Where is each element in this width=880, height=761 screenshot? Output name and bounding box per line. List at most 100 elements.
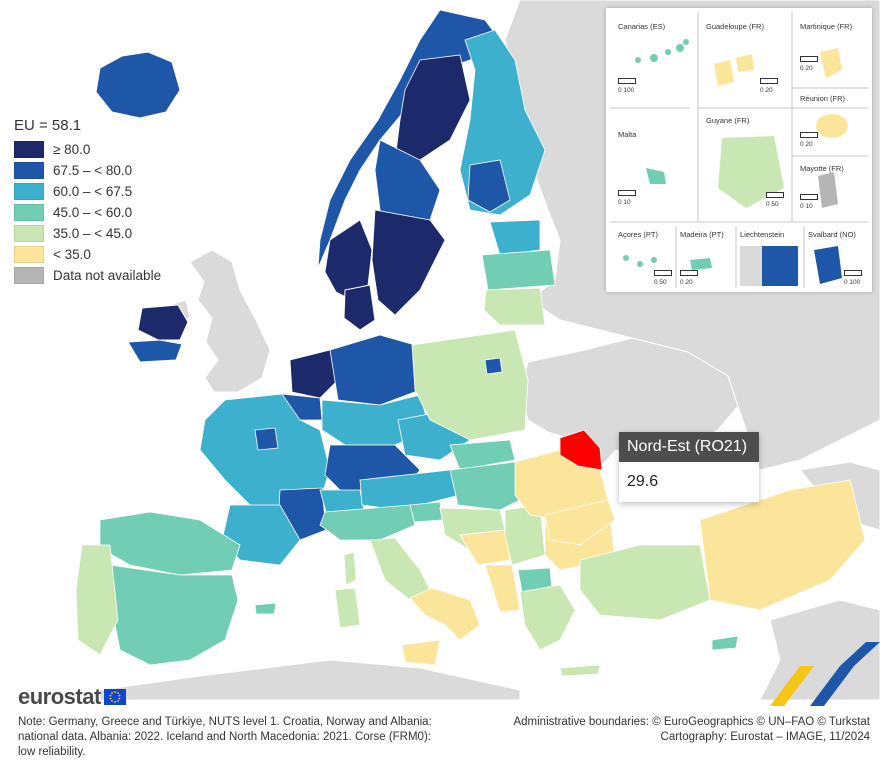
germany-north[interactable] <box>329 334 421 406</box>
great-britain[interactable] <box>189 249 271 393</box>
legend-swatch <box>14 204 44 221</box>
latvia[interactable] <box>481 249 556 291</box>
credits-boundaries: Administrative boundaries: © EuroGeograp… <box>513 716 870 728</box>
legend-item: 67.5 – < 80.0 <box>14 160 161 181</box>
scale-label: 0 10 <box>800 203 813 210</box>
sardinia[interactable] <box>334 587 361 629</box>
legend-label: ≥ 80.0 <box>53 142 91 157</box>
credits-cartography: Cartography: Eurostat – IMAGE, 11/2024 <box>660 731 870 743</box>
balearics[interactable] <box>254 602 277 615</box>
greece[interactable] <box>519 584 576 651</box>
scale-bar <box>680 270 698 276</box>
sicily[interactable] <box>401 639 441 666</box>
iberia <box>75 511 277 666</box>
eurostat-logo[interactable]: eurostat <box>18 684 126 710</box>
inset-label: Martinique (FR) <box>800 22 853 31</box>
legend-item: 60.0 – < 67.5 <box>14 181 161 202</box>
paris[interactable] <box>254 427 279 451</box>
inset-label: Liechtenstein <box>740 230 785 239</box>
legend-label: 35.0 – < 45.0 <box>53 226 133 241</box>
montenegro-albania[interactable] <box>484 564 521 613</box>
legend-swatch <box>14 267 44 284</box>
ireland-west[interactable] <box>137 304 189 341</box>
finland-south[interactable] <box>467 159 511 213</box>
inset-grid <box>610 12 868 288</box>
inset-label: Madeira (PT) <box>680 230 724 239</box>
slovenia[interactable] <box>409 501 443 523</box>
warsaw[interactable] <box>484 357 503 375</box>
legend-swatch <box>14 246 44 263</box>
eu-flag-icon <box>103 689 126 705</box>
legend-swatch <box>14 162 44 179</box>
corse[interactable] <box>343 551 357 586</box>
crete[interactable] <box>559 664 601 677</box>
legend-swatch <box>14 183 44 200</box>
scale-label: 0 20 <box>800 141 813 148</box>
spain-south[interactable] <box>109 564 239 666</box>
romania <box>514 429 616 546</box>
poland[interactable] <box>411 329 529 441</box>
scale-label: 0 20 <box>800 65 813 72</box>
brand-name: eurostat <box>18 684 101 709</box>
scale-label: 0 100 <box>844 279 861 286</box>
scale-bar <box>618 78 636 84</box>
legend-label: Data not available <box>53 268 162 283</box>
slovakia[interactable] <box>449 439 516 471</box>
credits: Administrative boundaries: © EuroGeograp… <box>513 715 870 745</box>
portugal[interactable] <box>75 544 119 656</box>
legend-label: 60.0 – < 67.5 <box>53 184 133 199</box>
austria[interactable] <box>359 469 461 511</box>
estonia[interactable] <box>489 219 541 256</box>
lithuania[interactable] <box>483 287 546 326</box>
italy <box>319 504 481 666</box>
turkiye-east[interactable] <box>699 479 866 611</box>
legend-item: 45.0 – < 60.0 <box>14 202 161 223</box>
region-tooltip: Nord-Est (RO21) 29.6 <box>619 432 759 502</box>
inset-label: Svalbard (NO) <box>808 230 856 239</box>
near-east[interactable] <box>759 599 880 700</box>
legend-title: EU = 58.1 <box>14 117 82 134</box>
switzerland[interactable] <box>319 489 365 513</box>
ro21-nord-est[interactable] <box>559 429 603 471</box>
scale-bar <box>654 270 672 276</box>
scale-bar <box>800 194 818 200</box>
denmark[interactable] <box>343 284 376 331</box>
western-europe <box>199 349 357 586</box>
inset-label: Canarias (ES) <box>618 22 666 31</box>
central-europe <box>319 329 531 523</box>
legend-swatch <box>14 225 44 242</box>
choropleth-map <box>75 0 880 700</box>
italy-centre[interactable] <box>369 537 431 601</box>
scale-label: 0 100 <box>618 87 635 94</box>
italy-south[interactable] <box>409 587 481 641</box>
inset-label: Açores (PT) <box>618 230 659 239</box>
scale-bar <box>760 78 778 84</box>
cyprus[interactable] <box>711 635 739 651</box>
legend-item: Data not available <box>14 265 161 286</box>
turkiye-west[interactable] <box>579 544 711 621</box>
legend-label: 67.5 – < 80.0 <box>53 163 133 178</box>
legend-swatch <box>14 141 44 158</box>
hungary[interactable] <box>449 461 531 511</box>
ireland-south[interactable] <box>127 339 183 363</box>
turkiye <box>579 479 866 651</box>
iceland[interactable] <box>95 51 181 119</box>
inset-label: Guadeloupe (FR) <box>706 22 764 31</box>
scale-label: 0 20 <box>760 87 773 94</box>
legend-item: ≥ 80.0 <box>14 139 161 160</box>
scale-label: 0 20 <box>680 279 693 286</box>
north-africa[interactable] <box>99 659 521 700</box>
legend-label: < 35.0 <box>53 247 91 262</box>
footnote: Note: Germany, Greece and Türkiye, NUTS … <box>18 716 432 758</box>
scandinavia <box>317 9 546 316</box>
scale-label: 0 10 <box>618 199 631 206</box>
bosnia[interactable] <box>459 529 511 566</box>
baltics <box>481 219 556 326</box>
spain-north[interactable] <box>99 511 241 576</box>
scale-bar <box>844 270 862 276</box>
netherlands[interactable] <box>289 349 339 399</box>
scale-label: 0 50 <box>654 279 667 286</box>
sweden-south[interactable] <box>371 209 446 316</box>
scale-bar <box>800 56 818 62</box>
romania-south[interactable] <box>544 499 616 546</box>
